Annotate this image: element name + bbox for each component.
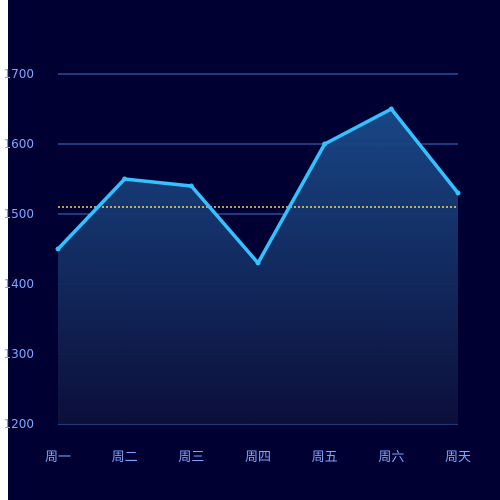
data-point-周天[interactable]: [455, 190, 461, 196]
data-point-周五[interactable]: [322, 141, 328, 147]
x-tick-label: 周四: [245, 450, 271, 465]
y-tick-label: 1300: [3, 347, 34, 361]
left-margin-strip: [0, 0, 8, 500]
x-tick-label: 周五: [312, 450, 338, 465]
data-point-周二[interactable]: [122, 176, 128, 182]
y-tick-label: 1700: [3, 67, 34, 81]
series-area: [58, 109, 458, 424]
data-point-周六[interactable]: [388, 106, 394, 112]
data-point-周三[interactable]: [188, 183, 194, 189]
y-tick-label: 1200: [3, 417, 34, 431]
data-point-周四[interactable]: [255, 260, 261, 266]
y-axis-tick-labels: 1200 1300 1400 1500 1600 1700: [3, 67, 34, 431]
series-points: [55, 106, 461, 266]
y-tick-label: 1400: [3, 277, 34, 291]
x-tick-label: 周天: [445, 450, 471, 465]
x-tick-label: 周六: [378, 450, 404, 465]
x-tick-label: 周一: [45, 450, 71, 465]
y-tick-label: 1500: [3, 207, 34, 221]
y-tick-label: 1600: [3, 137, 34, 151]
x-tick-label: 周二: [112, 450, 138, 465]
x-tick-label: 周三: [178, 450, 204, 465]
data-point-周一[interactable]: [55, 246, 61, 252]
x-axis-tick-labels: 周一 周二 周三 周四 周五 周六 周天: [45, 450, 471, 465]
